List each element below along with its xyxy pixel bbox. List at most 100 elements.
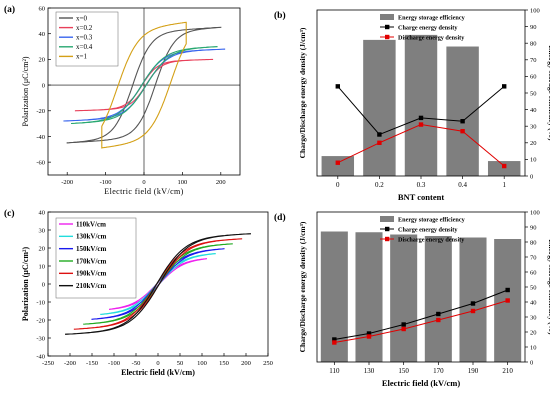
y-axis-label-right: Energy storage efficiency (%) [547,45,550,141]
y-tick-label: -20 [36,317,45,324]
y-axis-label: Charge/Discharge energy density (J/cm³) [298,221,307,352]
legend-label: Charge energy density [398,226,458,233]
loop-190kV/cm [73,238,243,330]
y-tick-label: 0 [42,281,45,288]
legend-label: Charge energy density [398,24,458,31]
marker [418,122,424,127]
y-tick-label-right: 40 [530,107,537,114]
legend-swatch [380,14,394,20]
y-tick-label-right: 90 [530,224,537,231]
loop-x=0.4 [70,46,218,125]
y-tick-label-right: 20 [530,140,537,147]
legend-label: x=0.4 [76,43,93,51]
y-tick-label-right: 0 [530,359,533,366]
x-tick-label: 50 [177,360,184,367]
x-tick-label: 250 [263,360,273,367]
y-tick-label-right: 80 [530,41,537,48]
x-tick-label: 110 [329,367,340,375]
marker [502,163,507,169]
y-tick-label-right: 80 [530,239,537,246]
x-tick-label: 0 [336,181,340,189]
line-Discharge energy density [334,300,508,343]
x-tick-label: 190 [468,367,479,375]
x-tick-label: 130 [364,367,375,375]
x-tick-label: 0.3 [417,181,426,189]
marker [505,298,510,303]
x-tick-label: 200 [241,360,251,367]
y-tick-label-right: 10 [530,157,537,164]
y-tick-label: 40 [39,209,46,216]
loop-x=0 [66,26,222,144]
y-tick-label-right: 60 [530,269,537,276]
x-tick-label: 0 [142,179,145,186]
marker [418,115,424,121]
y-axis-label: Polarization (μC/cm²) [21,247,30,322]
panel-label: (b) [274,10,286,21]
legend-marker [385,236,390,242]
x-tick-label: -200 [61,179,73,186]
x-tick-label: -250 [42,360,54,367]
bar [424,236,452,362]
marker [470,301,476,306]
marker [335,84,340,89]
x-tick-label: 0.2 [375,181,384,189]
legend-marker [385,226,390,232]
y-tick-label-right: 30 [530,124,537,131]
panel-3: 110 130 150 170 190 210 0 10 20 30 40 50 60 70 80 90 100… [274,209,550,388]
legend-marker [385,24,390,30]
panel-label: (a) [4,4,15,15]
x-axis-label: Electric field (kV/cm) [382,378,461,388]
x-axis-label: BNT content [398,192,445,202]
legend-label: 210kV/cm [76,282,107,290]
bar [404,34,438,177]
y-tick-label-right: 100 [530,209,540,216]
x-axis-label: Electric field (kV/cm) [104,187,183,196]
y-tick-label-right: 0 [530,173,533,180]
y-tick-label: 40 [39,31,46,38]
legend-label: Energy storage efficiency [398,14,466,21]
line-Charge energy density [334,289,508,340]
loop-170kV/cm [83,243,233,325]
x-tick-label: 0.4 [458,181,467,189]
x-tick-label: -100 [100,179,112,186]
y-axis-label: Polarization (μC/cm²) [21,56,30,126]
y-tick-label-right: 60 [530,74,537,81]
y-tick-label: 0 [42,82,45,89]
plot-frame [316,211,526,363]
marker [502,84,507,89]
y-axis-label: Charge/Discharge energy density (J/cm³) [298,27,307,158]
legend-label: 130kV/cm [76,233,107,241]
y-tick-label-right: 70 [530,254,537,261]
marker [335,160,340,165]
x-axis-label: Electric field (kV/cm) [121,368,195,377]
y-tick-label: -20 [36,108,45,115]
legend-swatch [380,216,394,222]
marker [332,337,337,342]
marker [401,322,406,327]
marker [366,331,372,336]
loop-x=1 [101,21,187,149]
marker [470,308,476,314]
legend-label: 150kV/cm [76,245,107,253]
panel-0: -200 -100 0 100 200-60-40-200204060x=0x=0.2x… [4,4,241,196]
y-tick-label-right: 30 [530,314,537,321]
y-tick-label: 20 [39,245,46,252]
legend-label: 190kV/cm [76,270,107,278]
marker [401,326,406,332]
legend-label: Discharge energy density [398,34,465,41]
legend-label: 110kV/cm [76,220,106,228]
x-tick-label: 100 [197,360,207,367]
y-tick-label-right: 70 [530,57,537,64]
bar [355,232,383,362]
bar [390,234,418,362]
y-tick-label: -30 [36,335,45,342]
bar [321,156,355,176]
marker [377,132,382,137]
x-tick-label: 1 [502,181,506,189]
x-tick-label: 100 [178,179,188,186]
y-tick-label: 30 [39,227,46,234]
legend-box [55,217,137,299]
x-tick-label: 150 [398,367,409,375]
bar [487,161,521,176]
